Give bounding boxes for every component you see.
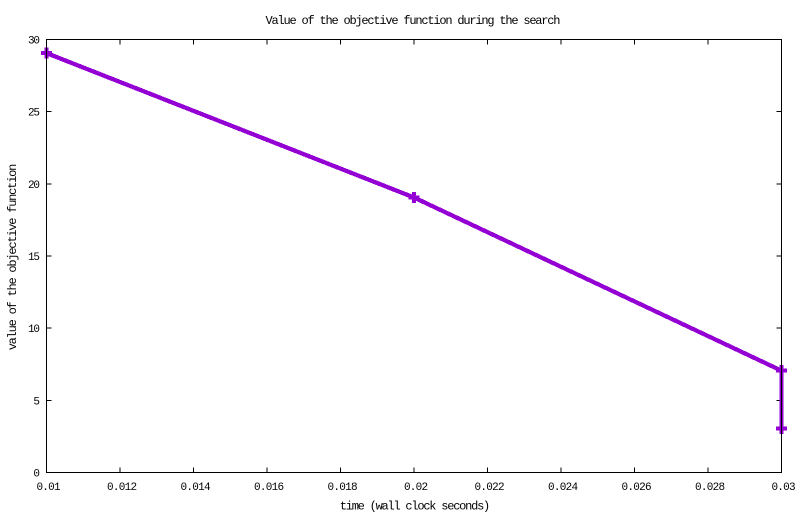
svg-text:25: 25 (28, 108, 40, 120)
svg-text:0.026: 0.026 (621, 482, 651, 494)
svg-text:15: 15 (28, 252, 40, 264)
svg-text:0.014: 0.014 (180, 482, 210, 494)
svg-text:0.012: 0.012 (107, 482, 137, 494)
svg-text:5: 5 (33, 396, 40, 408)
svg-text:20: 20 (28, 180, 40, 192)
svg-text:0.03: 0.03 (771, 482, 795, 494)
svg-text:0.01: 0.01 (36, 482, 60, 494)
svg-text:10: 10 (28, 324, 40, 336)
svg-text:0.022: 0.022 (474, 482, 504, 494)
svg-text:value of the objective functio: value of the objective function (6, 164, 20, 351)
svg-text:30: 30 (28, 36, 40, 48)
svg-text:0.02: 0.02 (404, 482, 428, 494)
svg-text:0: 0 (33, 469, 40, 481)
svg-text:0.024: 0.024 (548, 482, 578, 494)
svg-text:Value of the objective functio: Value of the objective function during t… (266, 14, 561, 28)
svg-text:0.018: 0.018 (327, 482, 357, 494)
svg-text:0.028: 0.028 (695, 482, 725, 494)
svg-text:0.016: 0.016 (254, 482, 284, 494)
svg-text:time (wall clock seconds): time (wall clock seconds) (340, 500, 491, 514)
